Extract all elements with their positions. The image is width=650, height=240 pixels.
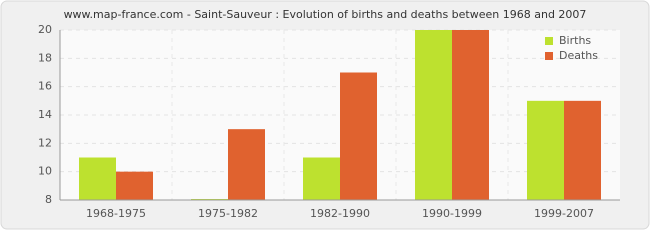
- bar: [79, 157, 116, 200]
- bar: [527, 100, 564, 200]
- x-tick-label: 1968-1975: [86, 207, 146, 220]
- y-tick-label: 12: [38, 136, 52, 149]
- legend-swatch: [545, 52, 553, 60]
- bar: [303, 157, 340, 200]
- chart: www.map-france.com - Saint-Sauveur : Evo…: [0, 0, 650, 230]
- x-tick-label: 1999-2007: [534, 207, 594, 220]
- y-tick-label: 20: [38, 23, 52, 36]
- chart-title: www.map-france.com - Saint-Sauveur : Evo…: [64, 8, 587, 21]
- x-tick-label: 1990-1999: [422, 207, 482, 220]
- y-tick-label: 10: [38, 165, 52, 178]
- legend-label: Deaths: [559, 49, 598, 62]
- bar: [340, 72, 377, 200]
- x-tick-label: 1975-1982: [198, 207, 258, 220]
- bar: [116, 171, 153, 200]
- bar: [415, 30, 452, 200]
- bar: [452, 30, 489, 200]
- bar: [564, 100, 601, 200]
- bar: [228, 129, 265, 200]
- legend-swatch: [545, 37, 553, 45]
- y-tick-label: 16: [38, 80, 52, 93]
- legend-label: Births: [559, 34, 591, 47]
- y-tick-label: 8: [45, 193, 52, 206]
- y-tick-label: 14: [38, 108, 52, 121]
- x-tick-label: 1982-1990: [310, 207, 370, 220]
- y-tick-label: 18: [38, 51, 52, 64]
